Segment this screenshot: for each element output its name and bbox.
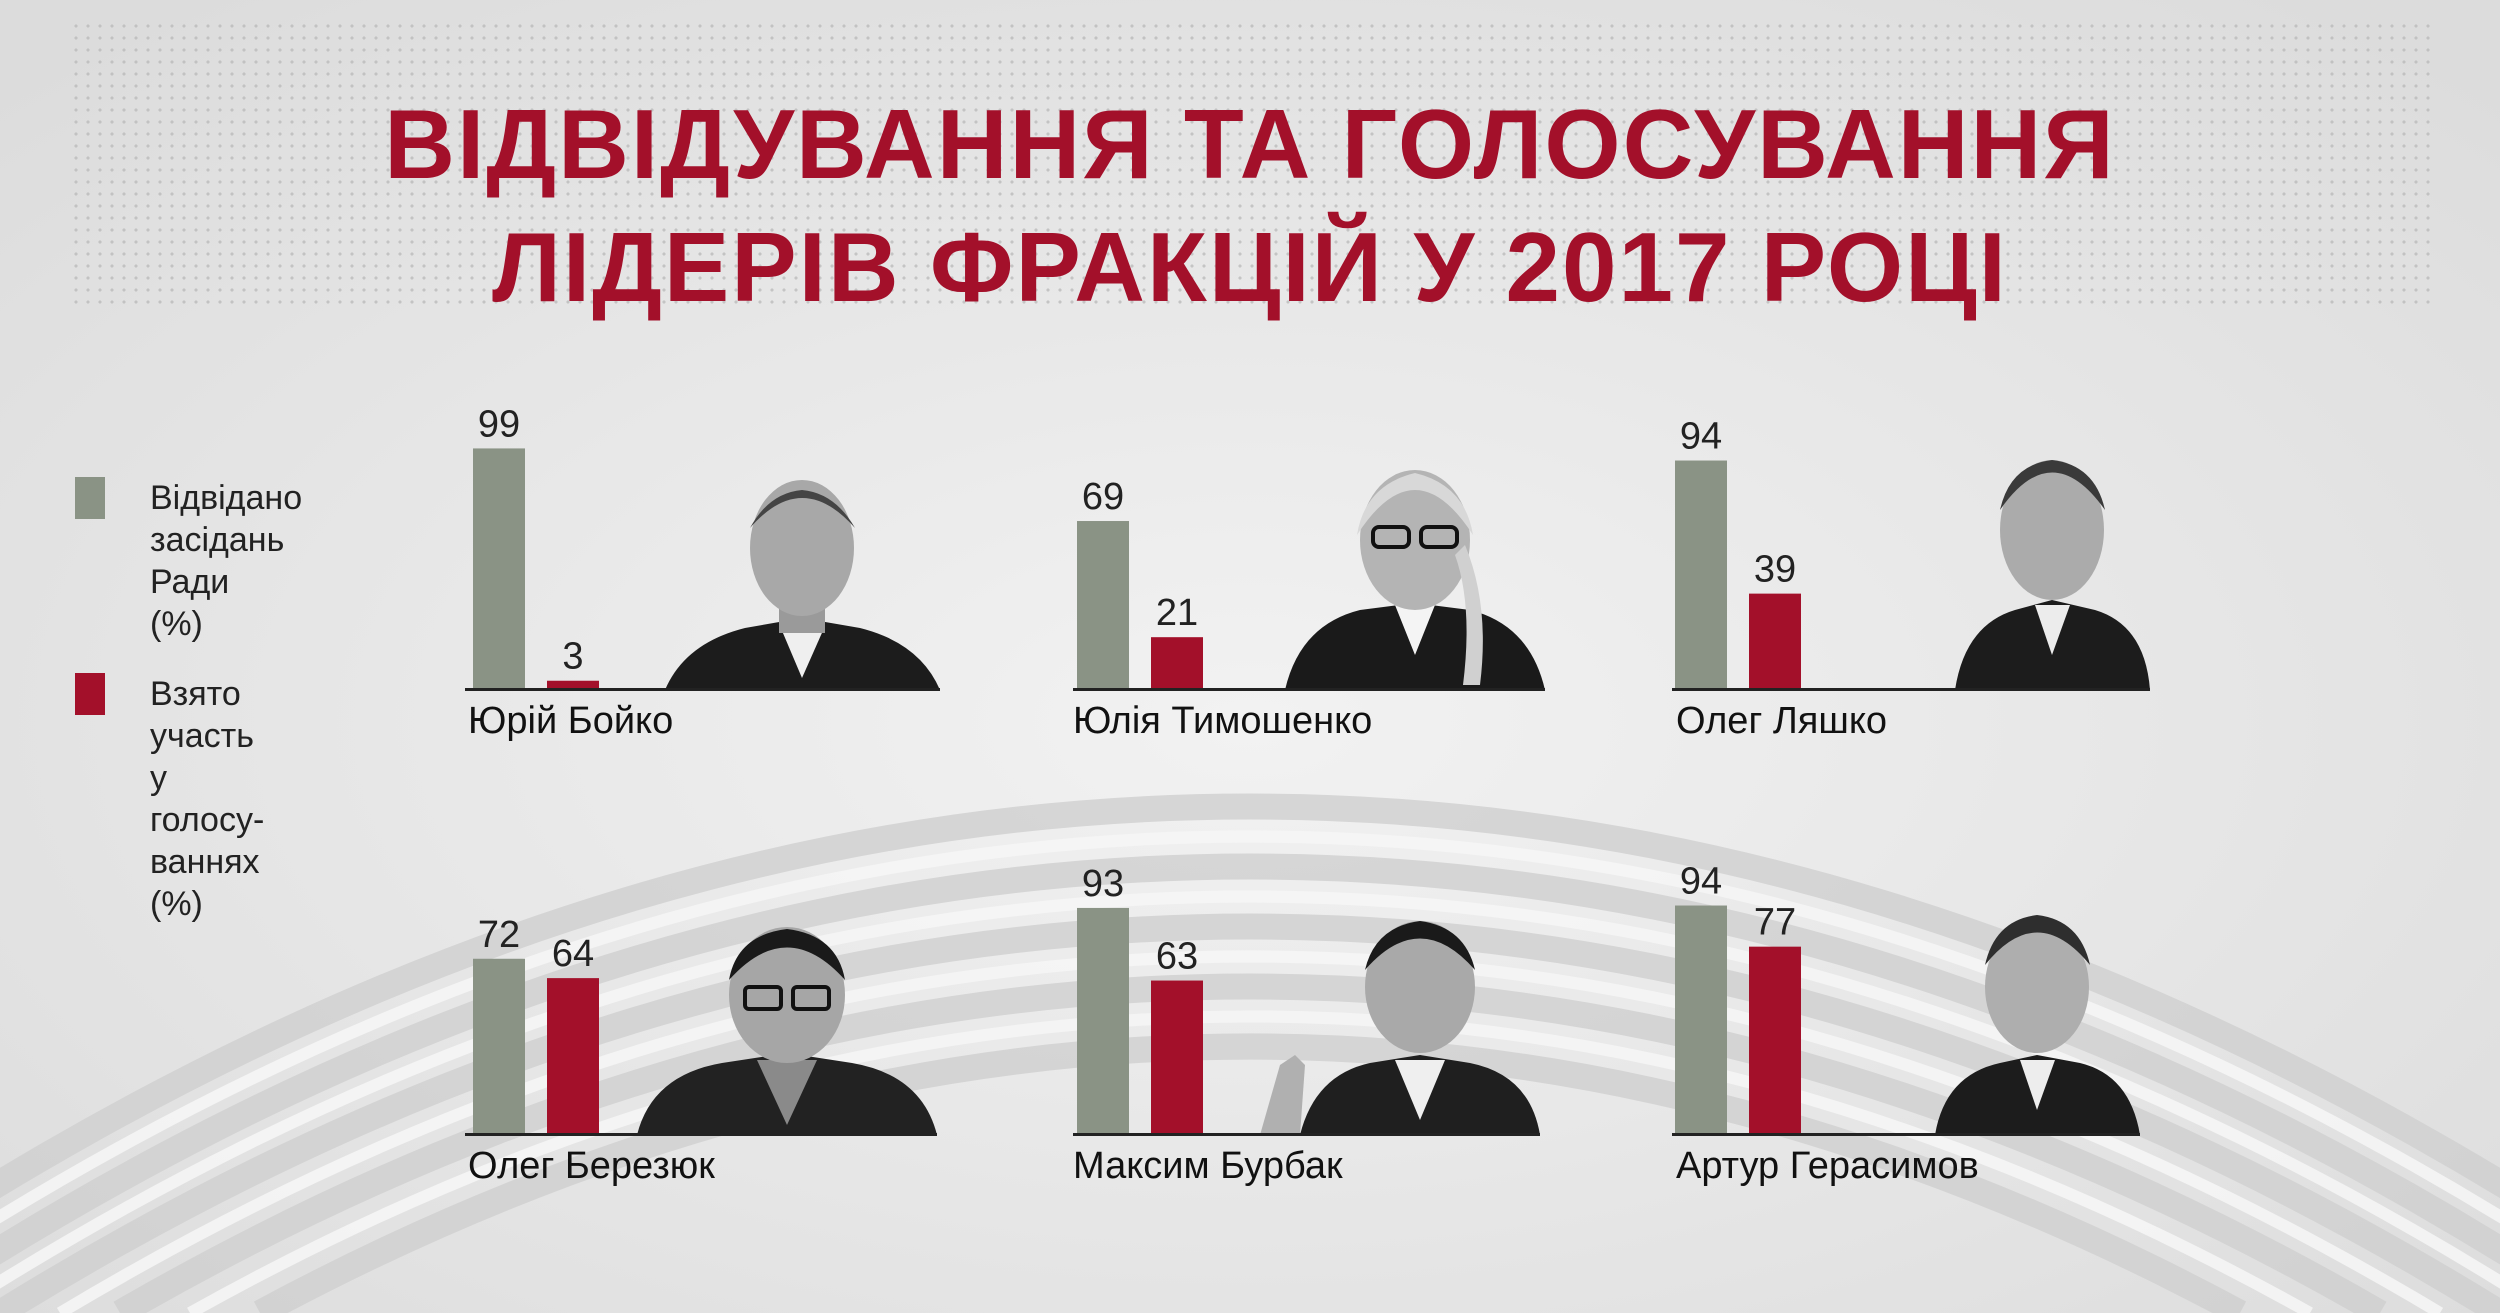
baseline-boyko	[465, 688, 940, 691]
portrait-gerasymov	[1935, 915, 2140, 1135]
bar-voted-bereziuk	[547, 978, 599, 1133]
name-label-bereziuk: Олег Березюк	[468, 1145, 715, 1187]
bar-voted-lyashko	[1749, 593, 1801, 688]
value-label-attended-gerasymov: 94	[1680, 861, 1722, 903]
name-label-gerasymov: Артур Герасимов	[1676, 1145, 1979, 1187]
portrait-tymoshenko	[1285, 470, 1545, 690]
value-label-voted-gerasymov: 77	[1754, 902, 1796, 944]
value-label-voted-lyashko: 39	[1754, 549, 1796, 591]
baseline-lyashko	[1672, 688, 2150, 691]
portrait-bereziuk	[637, 927, 937, 1135]
bar-attended-gerasymov	[1675, 905, 1727, 1133]
value-label-attended-burbak: 93	[1082, 863, 1124, 905]
value-label-voted-burbak: 63	[1156, 936, 1198, 978]
portrait-boyko	[665, 480, 940, 690]
value-label-attended-tymoshenko: 69	[1082, 476, 1124, 518]
baseline-gerasymov	[1672, 1133, 2140, 1136]
bar-attended-bereziuk	[473, 958, 525, 1133]
bar-voted-gerasymov	[1749, 946, 1801, 1133]
chart-title-line-2: ЛІДЕРІВ ФРАКЦІЙ У 2017 РОЦІ	[492, 212, 2008, 322]
bar-attended-lyashko	[1675, 460, 1727, 688]
bar-voted-boyko	[547, 680, 599, 688]
baseline-burbak	[1073, 1133, 1540, 1136]
portrait-burbak	[1260, 921, 1540, 1135]
value-label-voted-boyko: 3	[562, 636, 583, 678]
name-label-burbak: Максим Бурбак	[1073, 1145, 1343, 1187]
bar-attended-burbak	[1077, 907, 1129, 1133]
portrait-lyashko	[1955, 460, 2150, 690]
dot-pattern	[70, 20, 2430, 310]
bar-attended-boyko	[473, 448, 525, 688]
value-label-attended-boyko: 99	[478, 403, 520, 445]
value-label-voted-bereziuk: 64	[552, 933, 594, 975]
legend-swatch-attended	[75, 477, 105, 519]
name-label-boyko: Юрій Бойко	[468, 700, 674, 742]
legend-label-voted: Взято участь у голосу-ваннях (%)	[150, 675, 265, 923]
value-label-attended-bereziuk: 72	[478, 914, 520, 956]
value-label-voted-tymoshenko: 21	[1156, 592, 1198, 634]
name-label-tymoshenko: Юлія Тимошенко	[1073, 700, 1373, 742]
bar-voted-tymoshenko	[1151, 637, 1203, 688]
legend-swatch-voted	[75, 673, 105, 715]
bar-attended-tymoshenko	[1077, 521, 1129, 688]
baseline-bereziuk	[465, 1133, 937, 1136]
chart-title-line-1: ВІДВІДУВАННЯ ТА ГОЛОСУВАННЯ	[384, 89, 2116, 199]
name-label-lyashko: Олег Ляшко	[1676, 700, 1888, 742]
bar-voted-burbak	[1151, 980, 1203, 1133]
value-label-attended-lyashko: 94	[1680, 416, 1722, 458]
baseline-tymoshenko	[1073, 688, 1545, 691]
legend-label-attended: Відвідано засідань Ради (%)	[150, 479, 303, 643]
